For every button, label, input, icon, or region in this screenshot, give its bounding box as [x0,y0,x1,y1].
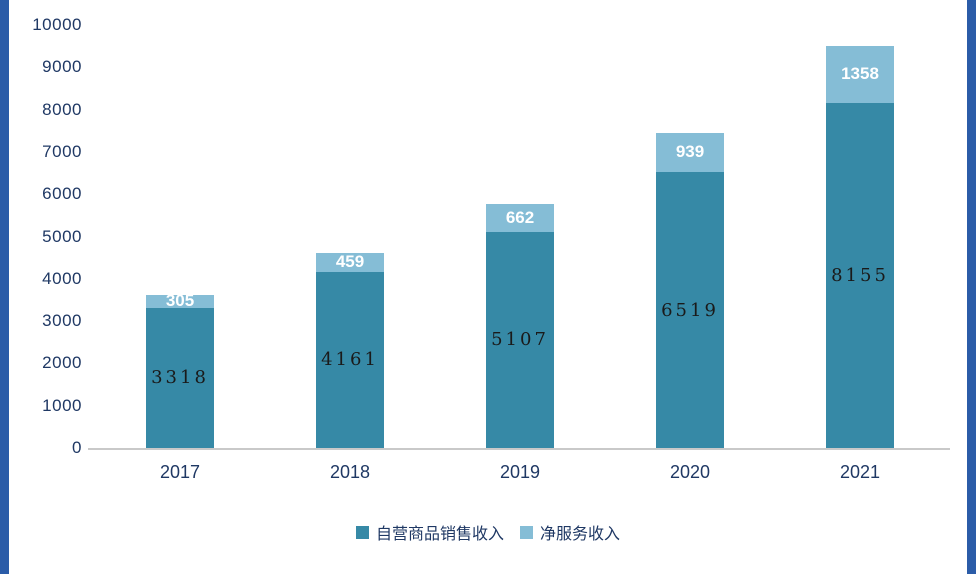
bar-column-2020: 939 6519 [656,132,724,448]
bar-segment-self-operated: 8155 [826,103,894,448]
left-border-decoration [0,0,9,574]
legend-swatch-icon [355,525,369,539]
y-axis-tick-label: 10000 [32,15,82,34]
y-axis-tick-label: 7000 [42,141,82,161]
y-axis-tick-label: 9000 [42,57,82,77]
x-axis-category-label: 2019 [499,462,541,482]
bar-column-2018: 459 4161 [316,252,384,448]
bar-value-label: 305 [165,291,195,311]
bar-segment-net-service: 939 [656,132,724,173]
bar-segment-self-operated: 6519 [656,172,724,448]
bar-value-label: 939 [675,142,705,162]
x-axis-category-label: 2020 [669,462,711,482]
x-axis-category-label: 2018 [329,462,371,482]
y-axis-tick-label: 4000 [42,268,82,288]
bar-segment-net-service: 459 [316,252,384,272]
bar-value-label: 1358 [841,64,879,84]
bar-value-label: 8155 [831,265,889,286]
legend-item: 净服务收入 [520,520,620,544]
x-axis-category-label: 2021 [839,462,881,482]
legend-swatch-icon [520,525,533,539]
y-axis-tick-label: 5000 [42,226,82,246]
legend-label: 净服务收入 [540,526,621,543]
y-axis-tick-label: 0 [72,438,82,457]
chart-legend: 自营商品销售收入 净服务收入 [0,520,976,544]
y-axis-tick-label: 3000 [42,311,82,331]
x-axis-category-label: 2017 [159,462,201,482]
right-border-decoration [967,0,976,574]
bar-value-label: 4161 [321,349,379,371]
bar-segment-self-operated: 4161 [316,271,384,448]
bar-segment-net-service: 305 [146,291,214,310]
bar-value-label: 6519 [661,299,719,321]
bar-value-label: 3318 [151,367,209,389]
y-axis-tick-label: 8000 [42,99,82,119]
y-axis-tick-label: 2000 [42,353,82,373]
bar-column-2021: 1358 8155 [826,45,894,448]
bar-value-label: 662 [505,207,535,227]
bar-segment-net-service: 662 [486,203,554,232]
bar-column-2019: 662 5107 [486,203,554,448]
y-axis-tick-label: 1000 [42,395,82,415]
bar-segment-self-operated: 3318 [146,307,214,448]
bar-value-label: 459 [335,252,365,272]
x-axis-line [88,448,950,450]
y-axis-tick-label: 6000 [42,184,82,204]
bar-value-label: 5107 [491,329,549,351]
legend-label: 自营商品销售收入 [375,526,504,543]
bar-segment-self-operated: 5107 [486,231,554,448]
legend-item: 自营商品销售收入 [355,520,504,544]
bar-column-2017: 305 3318 [146,291,214,448]
bar-segment-net-service: 1358 [826,45,894,104]
